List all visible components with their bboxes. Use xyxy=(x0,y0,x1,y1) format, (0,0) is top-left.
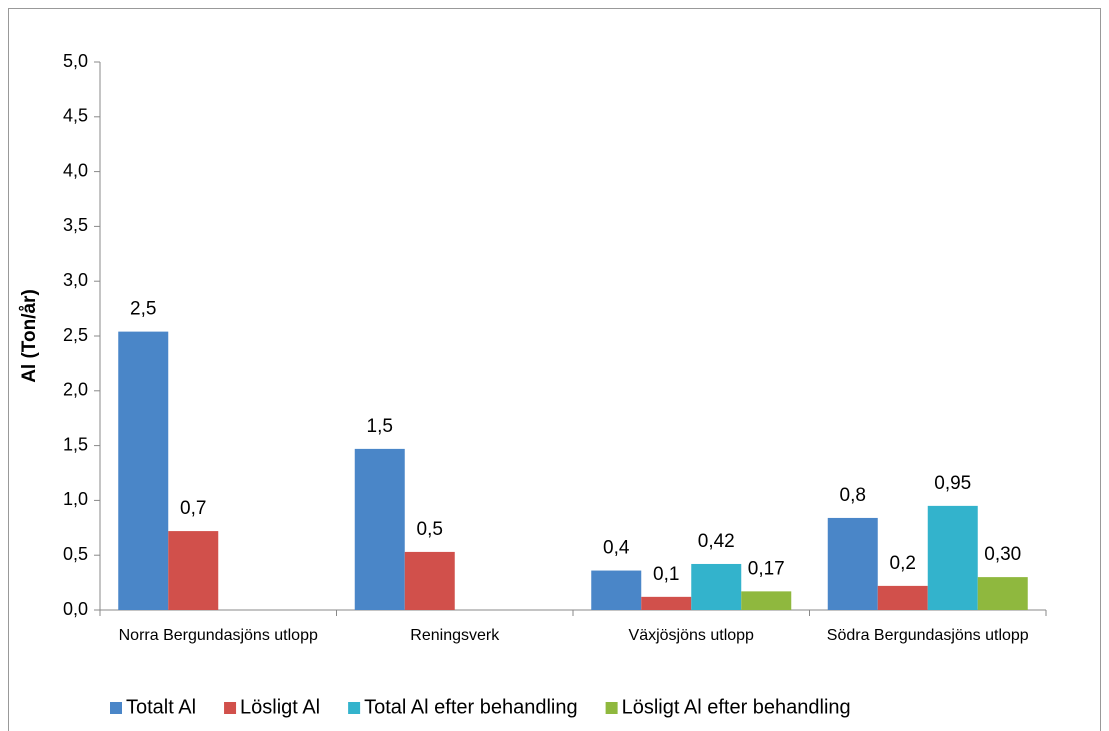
bar xyxy=(691,563,742,610)
legend-swatch xyxy=(110,702,122,714)
y-tick-label: 4,0 xyxy=(63,160,88,180)
value-label: 0,2 xyxy=(890,553,916,574)
bar xyxy=(591,570,642,610)
bar xyxy=(827,517,878,610)
bar xyxy=(877,585,928,610)
y-tick-label: 3,0 xyxy=(63,270,88,290)
bar xyxy=(977,577,1028,610)
x-tick-label: Växjösjöns utlopp xyxy=(629,627,755,644)
bar xyxy=(741,591,792,610)
y-tick-label: 4,5 xyxy=(63,106,88,126)
legend-swatch xyxy=(605,702,618,714)
chart-frame xyxy=(8,8,1101,731)
value-label: 0,95 xyxy=(934,473,971,494)
bar xyxy=(641,596,692,610)
bar xyxy=(927,505,978,610)
x-tick-label: Södra Bergundasjöns utlopp xyxy=(827,627,1029,644)
bar xyxy=(404,551,455,610)
value-label: 0,30 xyxy=(984,544,1021,565)
y-tick-label: 5,0 xyxy=(63,51,88,71)
y-tick-label: 2,5 xyxy=(63,325,88,345)
x-tick-label: Norra Bergundasjöns utlopp xyxy=(119,627,318,644)
value-label: 0,7 xyxy=(180,498,206,519)
bar xyxy=(118,331,169,610)
value-label: 0,42 xyxy=(698,531,735,552)
y-tick-label: 1,0 xyxy=(63,489,88,509)
bar xyxy=(168,531,219,610)
value-label: 0,1 xyxy=(653,564,679,585)
legend-label: Total Al efter behandling xyxy=(364,696,578,718)
legend-label: Totalt Al xyxy=(126,696,196,718)
value-label: 2,5 xyxy=(130,299,156,320)
y-tick-label: 2,0 xyxy=(63,380,88,400)
y-axis-title: Al (Ton/år) xyxy=(19,289,40,383)
legend-swatch xyxy=(224,702,237,714)
x-tick-label: Reningsverk xyxy=(410,627,500,644)
value-label: 0,5 xyxy=(417,519,443,540)
y-tick-label: 3,5 xyxy=(63,215,88,235)
bar xyxy=(354,448,405,610)
value-label: 0,8 xyxy=(840,485,866,506)
y-tick-label: 1,5 xyxy=(63,434,88,454)
y-tick-label: 0,0 xyxy=(63,599,88,619)
legend-label: Lösligt Al xyxy=(240,696,320,718)
legend-label: Lösligt Al efter behandling xyxy=(622,696,851,718)
legend-swatch xyxy=(348,702,361,714)
y-tick-label: 0,5 xyxy=(63,544,88,564)
value-label: 0,17 xyxy=(748,558,785,579)
value-label: 0,4 xyxy=(603,538,630,559)
value-label: 1,5 xyxy=(367,416,393,437)
